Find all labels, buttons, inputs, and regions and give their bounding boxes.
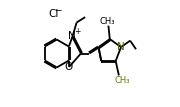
Text: Cl: Cl bbox=[49, 9, 59, 19]
Text: CH₃: CH₃ bbox=[99, 17, 115, 26]
Text: N: N bbox=[68, 31, 76, 41]
Text: +: + bbox=[74, 27, 81, 36]
Text: N: N bbox=[118, 42, 125, 52]
Text: O: O bbox=[64, 62, 73, 72]
Text: CH₃: CH₃ bbox=[114, 76, 130, 85]
Text: −: − bbox=[54, 5, 62, 14]
